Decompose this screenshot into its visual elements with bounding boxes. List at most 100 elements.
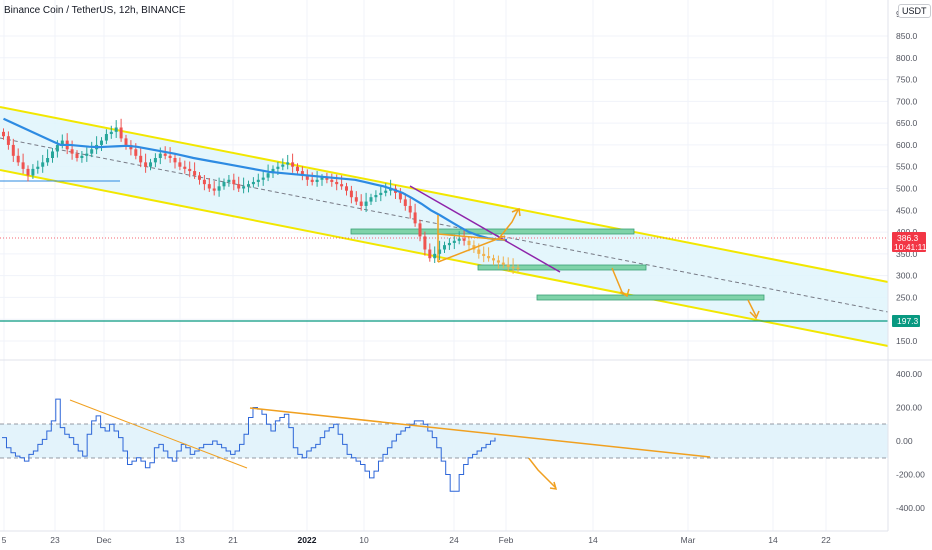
- candle-body: [51, 151, 54, 158]
- candle-body: [433, 253, 437, 259]
- candle-body: [222, 181, 226, 187]
- time-tick-label: 21: [228, 535, 238, 545]
- candle-body: [276, 166, 280, 169]
- time-tick-label: 13: [175, 535, 185, 545]
- candle-body: [496, 260, 500, 263]
- time-tick-label: Mar: [681, 535, 696, 545]
- triangle-lower-line: [437, 235, 506, 263]
- candle-body: [349, 190, 353, 198]
- candle-body: [467, 240, 471, 246]
- candles-group: [2, 118, 520, 274]
- candle-body: [212, 188, 216, 191]
- candle-body: [511, 266, 515, 268]
- candle-body: [163, 153, 167, 156]
- candle-body: [310, 179, 314, 182]
- level-price-value: 197.3: [897, 316, 919, 326]
- candle-body: [286, 162, 290, 165]
- candle-body: [60, 140, 64, 145]
- candle-body: [384, 190, 388, 193]
- indicator-tick-label: 0.00: [896, 436, 913, 446]
- candle-body: [183, 166, 187, 169]
- price-tick-label: 350.0: [896, 249, 918, 259]
- triangle-top-line: [437, 233, 506, 241]
- candle-body: [70, 149, 74, 154]
- price-tick-label: 500.0: [896, 184, 918, 194]
- time-tick-label: Dec: [96, 535, 112, 545]
- candle-body: [36, 166, 40, 169]
- candle-body: [320, 177, 324, 180]
- price-tick-label: 300.0: [896, 271, 918, 281]
- candle-body: [516, 267, 520, 270]
- candle-body: [335, 181, 339, 185]
- triangle-upper-line: [409, 185, 561, 273]
- candle-body: [109, 131, 113, 135]
- time-tick-label: 14: [768, 535, 778, 545]
- candle-body: [193, 171, 197, 176]
- candle-body: [300, 171, 304, 176]
- candle-body: [457, 238, 461, 241]
- time-tick-label: 10: [359, 535, 369, 545]
- candle-body: [423, 236, 427, 250]
- moving-average-line: [3, 117, 508, 242]
- projection-arrows: [499, 207, 760, 490]
- zone-box-3: [536, 294, 765, 301]
- candle-body: [31, 168, 35, 176]
- candle-body: [119, 127, 123, 139]
- candle-body: [41, 162, 45, 167]
- candle-body: [418, 223, 422, 237]
- candle-body: [178, 162, 182, 167]
- candle-body: [153, 158, 157, 163]
- current-price-timer: 10:41:11: [894, 242, 927, 252]
- candle-body: [379, 192, 383, 196]
- candle-body: [408, 205, 412, 213]
- current-price-tag: 386.3 10:41:11: [892, 232, 927, 252]
- candle-body: [281, 164, 285, 167]
- currency-button[interactable]: USDT: [898, 4, 931, 18]
- candle-body: [55, 144, 59, 152]
- candle-body: [501, 262, 505, 265]
- candle-body: [261, 177, 265, 180]
- indicator-trendline-2: [249, 407, 711, 458]
- candle-body: [271, 168, 275, 174]
- price-tick-label: 800.0: [896, 53, 918, 63]
- candle-body: [46, 158, 50, 163]
- candle-body: [11, 144, 15, 156]
- current-price-value: 386.3: [897, 233, 919, 243]
- price-tick-label: 150.0: [896, 336, 918, 346]
- candle-body: [354, 197, 358, 202]
- time-tick-label: 5: [2, 535, 7, 545]
- candle-body: [80, 155, 84, 158]
- candle-body: [26, 168, 30, 176]
- candle-body: [482, 253, 486, 257]
- zone-box-2: [477, 264, 647, 271]
- price-tick-label: 600.0: [896, 140, 918, 150]
- candle-body: [198, 175, 201, 180]
- time-tick-label: 2022: [298, 535, 317, 545]
- candle-body: [100, 140, 103, 145]
- price-tick-label: 750.0: [896, 75, 918, 85]
- channel-mid-line: [0, 137, 889, 313]
- candle-body: [340, 184, 344, 187]
- candle-body: [296, 166, 299, 172]
- indicator-tick-label: -400.00: [896, 503, 925, 513]
- time-axis: 5 23 Dec 13 21 2022 10 24 Feb 14 Mar 14 22: [2, 535, 831, 545]
- candle-body: [374, 195, 378, 198]
- time-tick-label: 22: [821, 535, 831, 545]
- candle-body: [477, 249, 481, 254]
- price-tick-label: 250.0: [896, 292, 918, 302]
- candle-body: [256, 179, 260, 182]
- candle-body: [369, 197, 373, 202]
- candle-body: [247, 184, 250, 187]
- price-tick-label: 700.0: [896, 96, 918, 106]
- time-tick-label: 24: [449, 535, 459, 545]
- candle-body: [462, 238, 466, 241]
- channel-upper-line: [0, 106, 889, 283]
- candle-body: [452, 240, 456, 243]
- candle-body: [487, 256, 491, 259]
- candle-body: [85, 153, 89, 156]
- candle-body: [124, 138, 128, 145]
- candle-body: [188, 168, 192, 172]
- price-tick-label: 850.0: [896, 31, 918, 41]
- candle-body: [438, 249, 442, 254]
